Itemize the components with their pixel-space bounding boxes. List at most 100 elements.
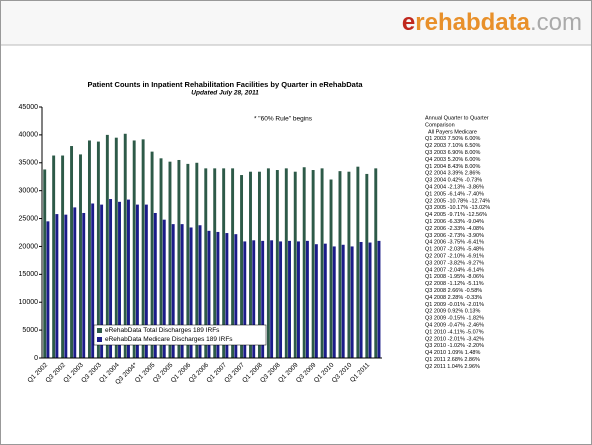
bar [198, 225, 202, 358]
bar [314, 244, 318, 358]
side-row: Q2 2003 7.10% 6.50% [425, 143, 480, 149]
bar [222, 168, 226, 358]
bar [266, 168, 270, 358]
bar [204, 168, 208, 358]
logo-name: rehabdata [415, 9, 530, 36]
side-row: Q1 2006 -6.33% -9.04% [425, 219, 484, 225]
y-tick-label: 40000 [19, 132, 39, 139]
bar [365, 173, 369, 358]
side-row: Q3 2006 -2.73% -3.90% [425, 233, 484, 239]
side-row: Q2 2011 1.04% 2.96% [425, 364, 480, 370]
y-tick-label: 35000 [19, 160, 39, 167]
bar [43, 169, 47, 358]
bar [96, 141, 100, 358]
bar [279, 241, 283, 358]
bar [225, 233, 229, 358]
bar [162, 219, 166, 358]
bar [332, 246, 336, 358]
side-row: Q2 2006 -2.33% -4.08% [425, 226, 484, 232]
bar [171, 224, 175, 358]
side-row: Q1 2007 -2.03% -5.48% [425, 247, 484, 253]
bar [91, 203, 95, 358]
side-row: Q4 2008 2.28% -0.33% [425, 295, 482, 301]
bar [374, 168, 378, 358]
bar [105, 134, 109, 358]
bar [377, 240, 381, 358]
bar [52, 155, 56, 358]
y-tick-label: 0 [34, 355, 38, 362]
side-row: Q2 2004 3.39% 2.86% [425, 171, 480, 177]
side-row: Q2 2008 -1.12% -5.11% [425, 281, 484, 287]
side-row: Q3 2004 0.42% -0.73% [425, 178, 482, 184]
bar [359, 241, 363, 358]
bar [64, 214, 68, 358]
bar [150, 151, 154, 358]
side-row: Q1 2003 7.50% 6.00% [425, 136, 480, 142]
bar [305, 240, 309, 358]
side-row: Q4 2004 -2.13% -3.86% [425, 184, 484, 190]
legend-swatch [97, 328, 102, 333]
bar [249, 171, 252, 358]
chart-title: Patient Counts in Inpatient Rehabilitati… [87, 80, 363, 89]
bar [127, 199, 130, 358]
bar [159, 158, 163, 358]
bar [195, 162, 199, 358]
bar [132, 140, 136, 358]
bar [55, 214, 59, 358]
bar [186, 163, 190, 358]
bar [234, 234, 238, 358]
side-heading: All Payers Medicare [428, 129, 477, 135]
bar [82, 212, 86, 358]
bar [168, 161, 172, 358]
y-tick-label: 25000 [19, 215, 39, 222]
header-band [1, 1, 591, 45]
logo: erehabdata.com [402, 9, 582, 36]
bar [257, 171, 261, 358]
bar [261, 240, 265, 358]
side-row: Q3 2005 -10.17% -13.02% [425, 205, 490, 211]
bar [356, 166, 360, 358]
logo-e: e [402, 9, 415, 36]
y-tick-label: 10000 [19, 299, 39, 306]
bar [216, 231, 220, 358]
bar [329, 179, 333, 358]
side-row: Q1 2009 -0.01% -2.01% [425, 302, 484, 308]
bar [311, 170, 315, 358]
bar [189, 227, 193, 358]
side-row: Q3 2003 6.90% 8.00% [425, 150, 480, 156]
bar [87, 140, 91, 358]
bar [323, 243, 327, 358]
side-row: Q1 2011 2.68% 2.86% [425, 357, 480, 363]
side-row: Q4 2010 1.09% 1.48% [425, 350, 480, 356]
bar [109, 199, 113, 358]
bar [118, 201, 121, 358]
bar [213, 168, 217, 358]
bar [114, 137, 118, 358]
side-row: Q2 2010 -2.01% -3.42% [425, 336, 484, 342]
bar [46, 221, 50, 358]
bar [350, 246, 354, 358]
chart-subtitle: Updated July 28, 2011 [191, 90, 259, 97]
bar [207, 230, 211, 358]
side-heading: Comparison [425, 122, 455, 128]
side-row: Q3 2008 2.66% -0.58% [425, 288, 482, 294]
side-row: Q4 2009 -0.47% -2.46% [425, 322, 484, 328]
side-row: Q1 2008 -1.95% -8.06% [425, 274, 484, 280]
side-row: Q4 2003 5.20% 6.00% [425, 157, 480, 163]
bar [320, 168, 324, 358]
bar [297, 241, 300, 358]
side-row: Q1 2005 -6.14% -7.40% [425, 191, 484, 197]
bar [135, 204, 139, 358]
bar [275, 170, 279, 358]
bar [288, 240, 291, 358]
bar [368, 242, 372, 358]
y-tick-label: 30000 [19, 188, 39, 195]
y-tick-label: 5000 [22, 327, 38, 334]
side-row: Q3 2007 -3.82% -9.27% [425, 260, 484, 266]
logo-domain: .com [530, 9, 582, 36]
legend-label: eRehabData Total Discharges 189 IRFs [105, 327, 220, 334]
side-row: Q2 2007 -2.10% -6.91% [425, 253, 484, 259]
side-row: Q1 2004 8.43% 8.00% [425, 164, 480, 170]
y-tick-label: 20000 [19, 243, 39, 250]
